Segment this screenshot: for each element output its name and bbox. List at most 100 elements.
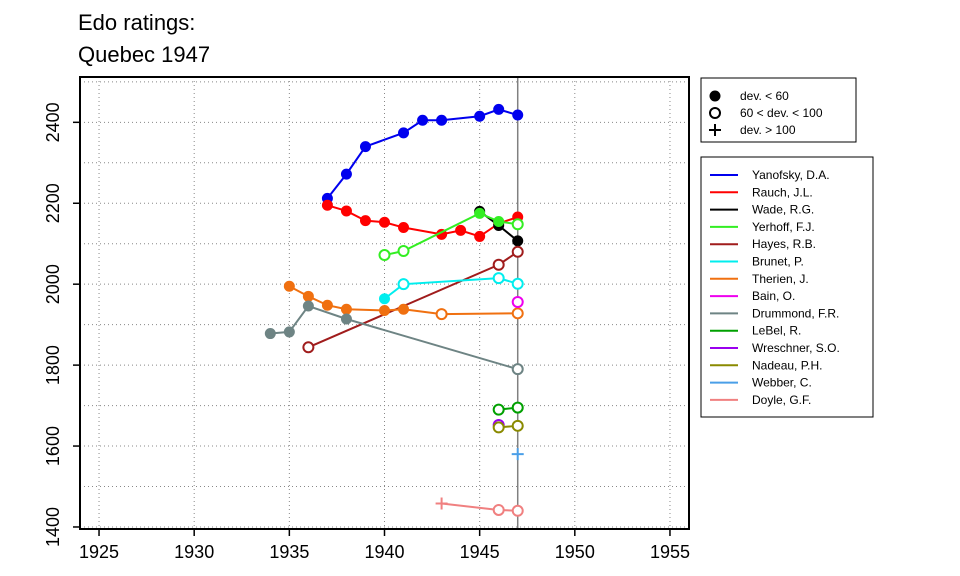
legend-label: Wreschner, S.O.: [752, 341, 840, 355]
x-tick-label: 1930: [174, 542, 214, 562]
marker-legend-label: dev. > 100: [740, 123, 796, 137]
legend-label: Hayes, R.B.: [752, 237, 816, 251]
marker-legend-label: 60 < dev. < 100: [740, 106, 823, 120]
y-tick-label: 1600: [43, 426, 63, 466]
series-legend: Yanofsky, D.A. Rauch, J.L. Wade, R.G. Yerho…: [700, 156, 874, 418]
chart-title: Edo ratings:: [78, 10, 196, 35]
series-line: [383, 277, 519, 300]
series-hayes-r-b: [302, 245, 524, 354]
legend-label: Nadeau, P.H.: [752, 358, 823, 372]
data-point: [340, 205, 352, 217]
x-tick-label: 1955: [650, 542, 690, 562]
data-point: [398, 222, 410, 234]
legend-label: Drummond, F.R.: [752, 306, 839, 320]
x-tick-label: 1940: [364, 542, 404, 562]
x-tick-label: 1945: [460, 542, 500, 562]
data-point: [511, 363, 524, 376]
series-line: [307, 250, 519, 349]
data-point: [321, 199, 333, 211]
data-point: [512, 109, 524, 121]
data-point: [511, 245, 524, 258]
data-point: [511, 295, 524, 308]
data-point: [379, 216, 390, 228]
data-point: [264, 328, 276, 340]
series-line: [327, 204, 519, 238]
marker-legend: dev. < 60 60 < dev. < 100 dev. > 100: [700, 77, 857, 143]
series-nadeau-p-h: [492, 419, 524, 434]
legend-label: Doyle, G.F.: [752, 393, 811, 407]
x-tick-label: 1925: [79, 542, 119, 562]
series-yanofsky-d-a: [321, 103, 524, 204]
y-tick-label: 1400: [43, 507, 63, 547]
data-point: [302, 290, 314, 302]
legend-label: Rauch, J.L.: [752, 185, 813, 199]
series-line: [270, 304, 518, 371]
series-drummond-f-r: [264, 300, 524, 376]
data-point: [398, 127, 410, 139]
data-point: [511, 419, 524, 432]
data-point: [340, 313, 352, 325]
data-point: [283, 326, 295, 338]
data-point: [397, 278, 410, 291]
data-point: [493, 103, 505, 115]
series-lebel-r: [492, 401, 524, 416]
data-point: [283, 280, 295, 292]
data-point: [417, 114, 429, 126]
marker-legend-box: [700, 77, 857, 143]
data-point: [302, 341, 315, 354]
data-point: [455, 224, 467, 236]
legend-label: Yerhoff, F.J.: [752, 220, 815, 234]
y-tick-label: 2200: [43, 183, 63, 223]
data-point: [340, 303, 352, 315]
y-tick-label: 2400: [43, 102, 63, 142]
data-point: [397, 245, 410, 258]
data-point: [379, 293, 390, 305]
series-brunet-p: [379, 272, 524, 305]
data-point: [378, 249, 391, 262]
legend-label: Webber, C.: [752, 376, 812, 390]
series-webber-c: [511, 448, 524, 461]
y-tick-label: 2000: [43, 264, 63, 304]
data-point: [512, 235, 524, 247]
data-point: [359, 215, 371, 227]
data-point: [492, 403, 505, 416]
y-tick-label: 1800: [43, 345, 63, 385]
data-point: [321, 299, 333, 311]
data-point: [474, 110, 486, 122]
data-point: [398, 303, 410, 315]
data-point: [511, 504, 524, 517]
data-point: [474, 230, 486, 242]
data-point: [511, 277, 524, 290]
legend-label: Therien, J.: [752, 272, 809, 286]
legend-label: Bain, O.: [752, 289, 795, 303]
marker-legend-symbol: [709, 107, 721, 119]
series-bain-o: [511, 295, 524, 308]
data-point: [302, 300, 314, 312]
data-point: [511, 401, 524, 414]
legend-label: Wade, R.G.: [752, 203, 814, 217]
marker-legend-symbol: [709, 90, 721, 102]
series-yerhoff-f-j: [378, 207, 524, 262]
data-point: [435, 308, 448, 321]
data-point: [492, 272, 505, 285]
data-point: [359, 141, 371, 153]
data-point: [340, 168, 352, 180]
data-point: [492, 503, 505, 516]
series-therien-j: [283, 280, 524, 321]
marker-legend-label: dev. < 60: [740, 89, 789, 103]
data-point: [493, 215, 505, 227]
x-tick-label: 1935: [269, 542, 309, 562]
chart-subtitle: Quebec 1947: [78, 42, 211, 67]
legend-label: Brunet, P.: [752, 255, 804, 269]
series-doyle-g-f: [435, 497, 524, 517]
data-point: [511, 307, 524, 320]
legend-label: Yanofsky, D.A.: [752, 168, 830, 182]
data-point: [511, 218, 524, 231]
legend-label: LeBel, R.: [752, 324, 801, 338]
data-point: [436, 114, 448, 126]
data-point: [379, 304, 390, 316]
data-point: [492, 258, 505, 271]
x-tick-label: 1950: [555, 542, 595, 562]
data-point: [474, 207, 486, 219]
